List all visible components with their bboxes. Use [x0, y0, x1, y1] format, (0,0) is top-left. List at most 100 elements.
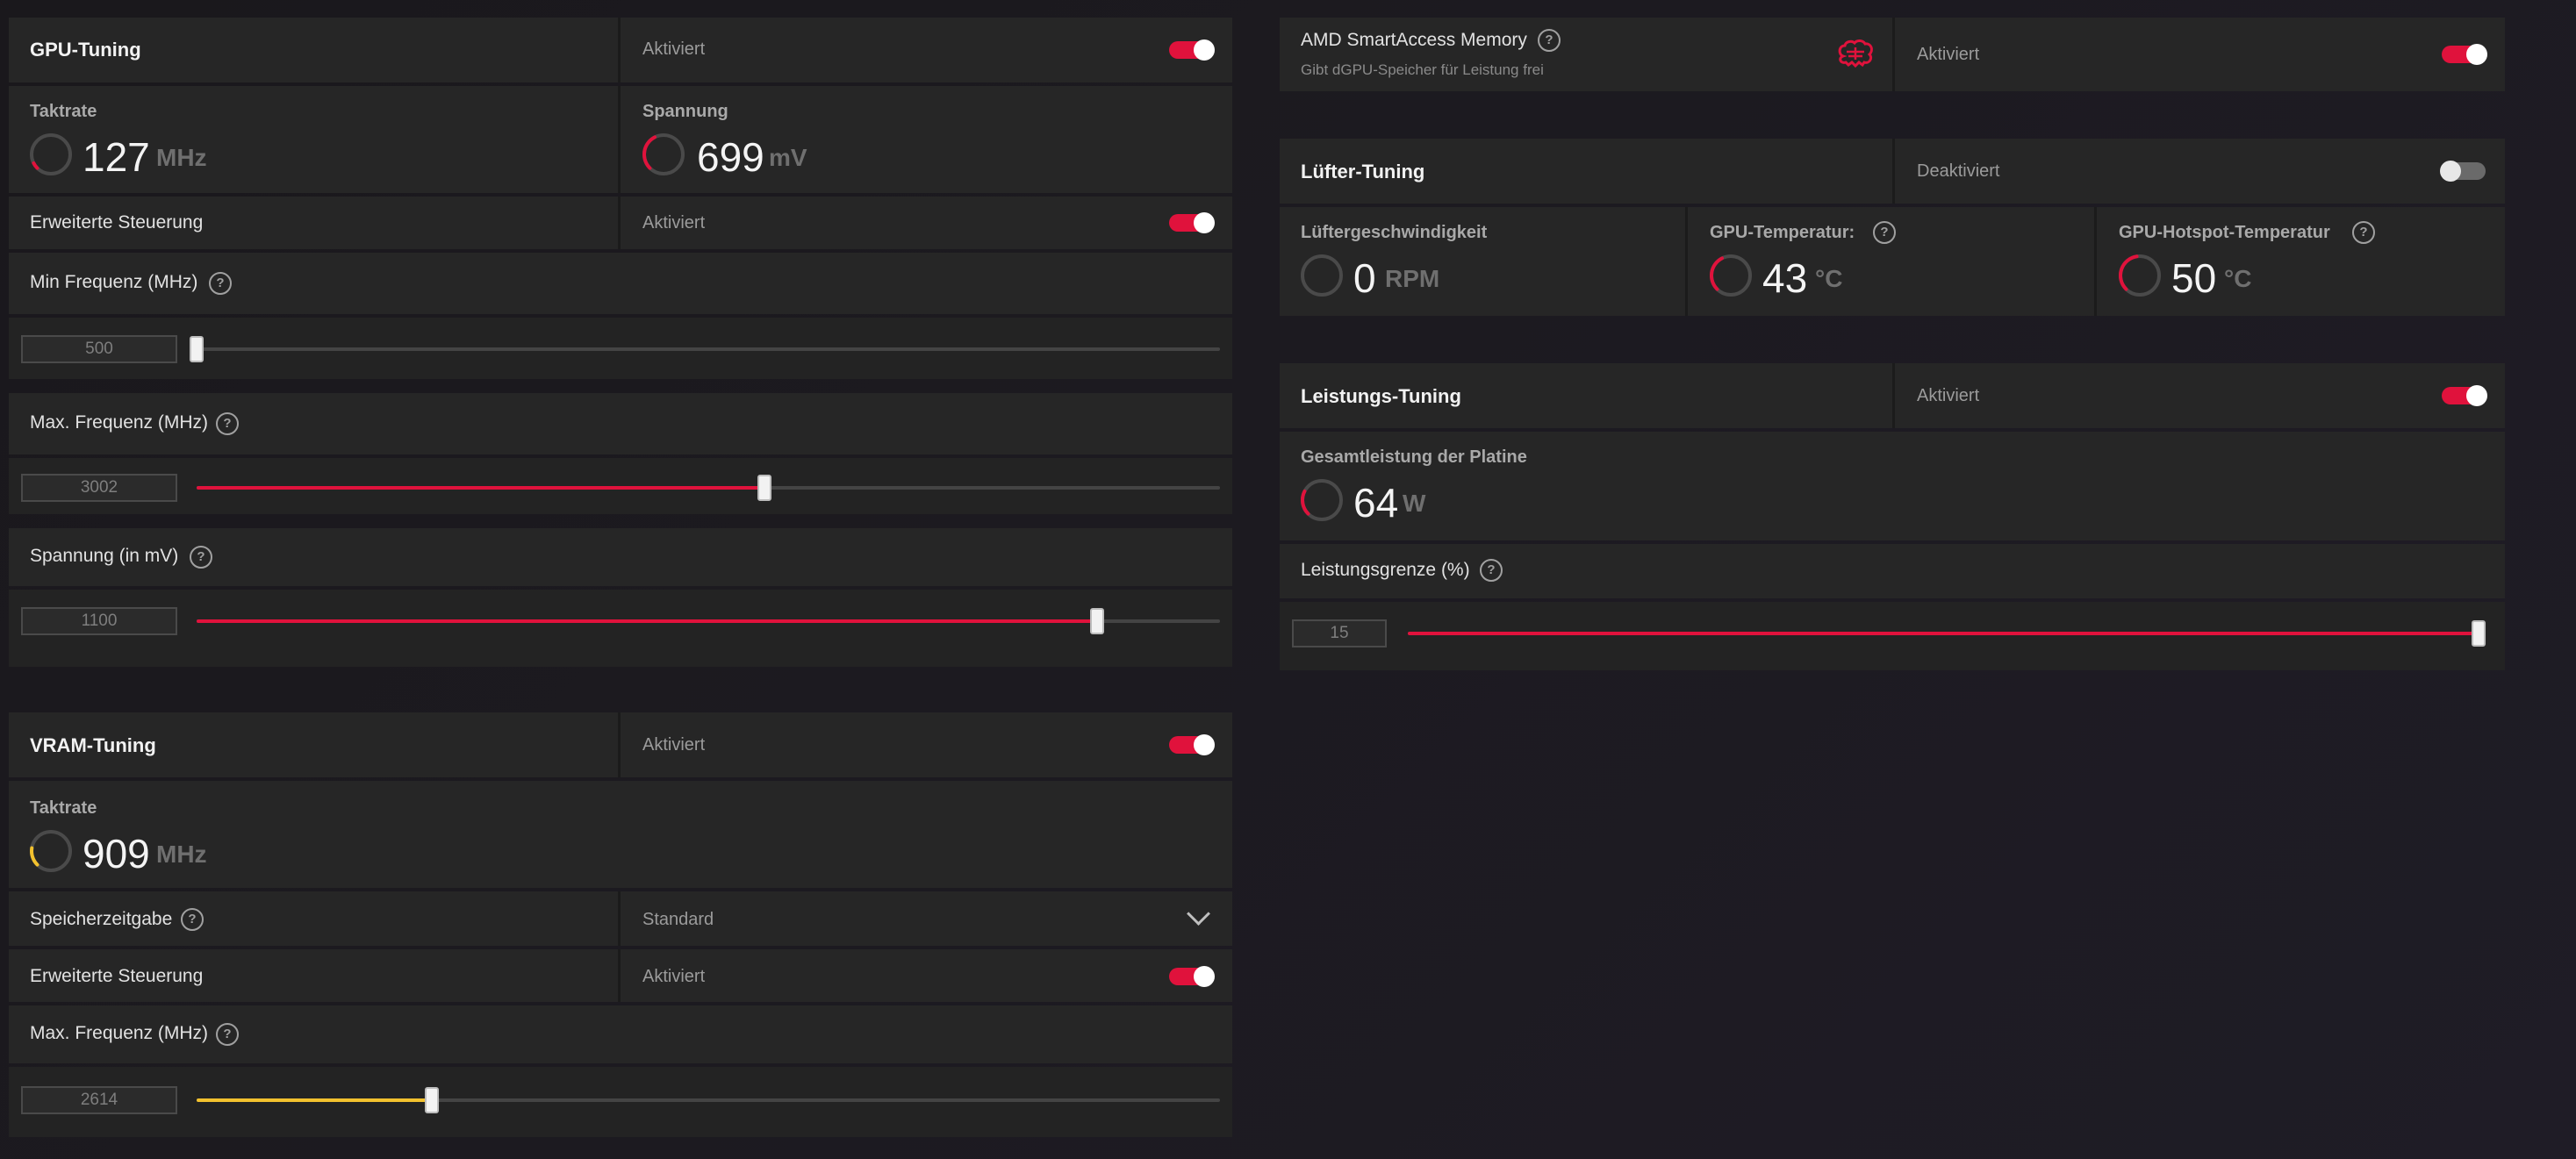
- voltage-limit-label-row: Spannung (in mV) ?: [9, 528, 1232, 586]
- smart-access-panel: AMD SmartAccess Memory ? Gibt dGPU-Speic…: [1280, 18, 2505, 91]
- vram-max-freq-slider-thumb[interactable]: [425, 1087, 440, 1113]
- vram-advanced-row: Erweiterte Steuerung Aktiviert: [9, 949, 1232, 1002]
- fan-speed-unit: RPM: [1385, 265, 1440, 292]
- vram-max-freq-help-icon[interactable]: ?: [216, 1023, 239, 1046]
- smart-access-status: Aktiviert: [1917, 45, 1980, 64]
- smart-access-subtitle: Gibt dGPU-Speicher für Leistung frei: [1301, 61, 1544, 78]
- fan-tuning-title: Lüfter-Tuning: [1301, 161, 1425, 182]
- voltage-limit-label: Spannung (in mV): [30, 546, 179, 566]
- vram-clock-gauge: [30, 830, 72, 872]
- brain-chip-icon: [1838, 39, 1873, 68]
- memory-timing-label: Speicherzeitgabe: [30, 909, 173, 929]
- power-tuning-status: Aktiviert: [1917, 386, 1980, 405]
- max-freq-label: Max. Frequenz (MHz): [30, 412, 209, 433]
- vram-clock-unit: MHz: [156, 841, 207, 868]
- fan-speed-gauge: [1301, 254, 1343, 297]
- gpu-temp-label: GPU-Temperatur:: [1710, 223, 1855, 242]
- gpu-clock-label: Taktrate: [30, 102, 97, 121]
- min-freq-slider-thumb[interactable]: [190, 336, 204, 362]
- power-limit-slider-thumb[interactable]: [2472, 620, 2486, 647]
- fan-speed-value: 0: [1353, 255, 1376, 301]
- hotspot-temp-help-icon[interactable]: ?: [2352, 221, 2375, 244]
- board-power-unit: W: [1403, 490, 1426, 517]
- fan-speed-label: Lüftergeschwindigkeit: [1301, 223, 1488, 242]
- max-freq-slider-row: 3002: [9, 458, 1232, 514]
- smart-access-help-icon[interactable]: ?: [1538, 29, 1561, 52]
- max-freq-input[interactable]: 3002: [21, 474, 177, 502]
- gpu-advanced-row: Erweiterte Steuerung Aktiviert: [9, 197, 1232, 249]
- power-limit-slider-row: 15: [1280, 602, 2505, 670]
- max-freq-slider[interactable]: [197, 475, 1220, 501]
- memory-timing-select[interactable]: Standard: [642, 910, 714, 929]
- vram-tuning-toggle[interactable]: [1169, 734, 1215, 755]
- vram-max-freq-input[interactable]: 2614: [21, 1086, 177, 1114]
- gpu-tuning-header: GPU-Tuning Aktiviert: [9, 18, 1232, 82]
- min-freq-input[interactable]: 500: [21, 335, 177, 363]
- memory-timing-row: Speicherzeitgabe ? Standard: [9, 891, 1232, 946]
- min-freq-help-icon[interactable]: ?: [209, 272, 232, 295]
- fan-tuning-toggle[interactable]: [2440, 161, 2486, 182]
- gpu-tuning-toggle[interactable]: [1169, 39, 1215, 61]
- vram-tuning-panel: VRAM-Tuning Aktiviert Taktrate 909 MHz S…: [9, 712, 1232, 1137]
- vram-advanced-status: Aktiviert: [642, 967, 706, 986]
- board-power-gauge: [1301, 479, 1343, 521]
- vram-clock-label: Taktrate: [30, 798, 97, 818]
- power-limit-slider[interactable]: [1408, 620, 2486, 647]
- gpu-voltage-gauge: [642, 133, 685, 175]
- max-freq-help-icon[interactable]: ?: [216, 412, 239, 435]
- fan-tuning-panel: Lüfter-Tuning Deaktiviert Lüftergeschwin…: [1280, 139, 2505, 316]
- smart-access-title: AMD SmartAccess Memory: [1301, 30, 1527, 50]
- gpu-temp-help-icon[interactable]: ?: [1873, 221, 1896, 244]
- voltage-limit-slider-row: 1100: [9, 590, 1232, 667]
- gpu-clock-gauge: [30, 133, 72, 175]
- vram-advanced-toggle[interactable]: [1169, 966, 1215, 987]
- power-tuning-title: Leistungs-Tuning: [1301, 385, 1461, 407]
- fan-tuning-status: Deaktiviert: [1917, 161, 2000, 181]
- power-tuning-toggle[interactable]: [2442, 385, 2487, 406]
- vram-max-freq-label-row: Max. Frequenz (MHz) ?: [9, 1005, 1232, 1063]
- gpu-temp-value: 43: [1762, 255, 1808, 301]
- vram-max-freq-label: Max. Frequenz (MHz): [30, 1023, 209, 1043]
- vram-max-freq-slider[interactable]: [197, 1087, 1220, 1113]
- hotspot-temp-label: GPU-Hotspot-Temperatur: [2119, 223, 2330, 242]
- gpu-metrics-row: Taktrate 127 MHz Spannung 699 mV: [9, 86, 1232, 193]
- vram-max-freq-slider-row: 2614: [9, 1067, 1232, 1137]
- min-freq-slider[interactable]: [190, 336, 1220, 362]
- vram-tuning-header: VRAM-Tuning Aktiviert: [9, 712, 1232, 777]
- power-limit-input[interactable]: 15: [1292, 619, 1387, 647]
- power-limit-help-icon[interactable]: ?: [1480, 559, 1503, 582]
- gpu-clock-value: 127: [83, 134, 150, 180]
- memory-timing-help-icon[interactable]: ?: [181, 908, 204, 931]
- board-power-label: Gesamtleistung der Platine: [1301, 447, 1527, 467]
- gpu-tuning-panel: GPU-Tuning Aktiviert Taktrate 127 MHz Sp…: [9, 18, 1232, 667]
- voltage-limit-help-icon[interactable]: ?: [190, 546, 212, 569]
- max-freq-label-row: Max. Frequenz (MHz) ?: [9, 393, 1232, 454]
- voltage-limit-input[interactable]: 1100: [21, 607, 177, 635]
- smart-access-toggle[interactable]: [2442, 44, 2487, 65]
- chevron-down-icon[interactable]: [1187, 902, 1210, 926]
- gpu-tuning-title: GPU-Tuning: [30, 39, 141, 61]
- min-freq-label-row: Min Frequenz (MHz) ?: [9, 253, 1232, 314]
- power-limit-label-row: Leistungsgrenze (%) ?: [1280, 544, 2505, 598]
- power-tuning-panel: Leistungs-Tuning Aktiviert Gesamtleistun…: [1280, 363, 2505, 670]
- gpu-voltage-label: Spannung: [642, 102, 728, 121]
- fan-tuning-header: Lüfter-Tuning Deaktiviert: [1280, 139, 2505, 204]
- fan-metrics-row: Lüftergeschwindigkeit 0 RPM GPU-Temperat…: [1280, 207, 2505, 316]
- gpu-voltage-unit: mV: [769, 144, 807, 171]
- gpu-tuning-status: Aktiviert: [642, 39, 706, 59]
- power-metrics-row: Gesamtleistung der Platine 64 W: [1280, 432, 2505, 540]
- vram-tuning-title: VRAM-Tuning: [30, 734, 156, 756]
- gpu-advanced-label: Erweiterte Steuerung: [30, 212, 204, 233]
- voltage-limit-slider[interactable]: [197, 608, 1220, 634]
- power-tuning-header: Leistungs-Tuning Aktiviert: [1280, 363, 2505, 428]
- gpu-advanced-toggle[interactable]: [1169, 212, 1215, 233]
- smart-access-row: AMD SmartAccess Memory ? Gibt dGPU-Speic…: [1280, 18, 2505, 91]
- gpu-clock-unit: MHz: [156, 144, 207, 171]
- vram-clock-value: 909: [83, 831, 150, 876]
- hotspot-temp-unit: °C: [2224, 265, 2252, 292]
- voltage-limit-slider-thumb[interactable]: [1090, 608, 1105, 634]
- power-limit-label: Leistungsgrenze (%): [1301, 560, 1470, 580]
- max-freq-slider-thumb[interactable]: [757, 475, 772, 501]
- min-freq-slider-row: 500: [9, 318, 1232, 379]
- gpu-temp-gauge: [1710, 254, 1752, 297]
